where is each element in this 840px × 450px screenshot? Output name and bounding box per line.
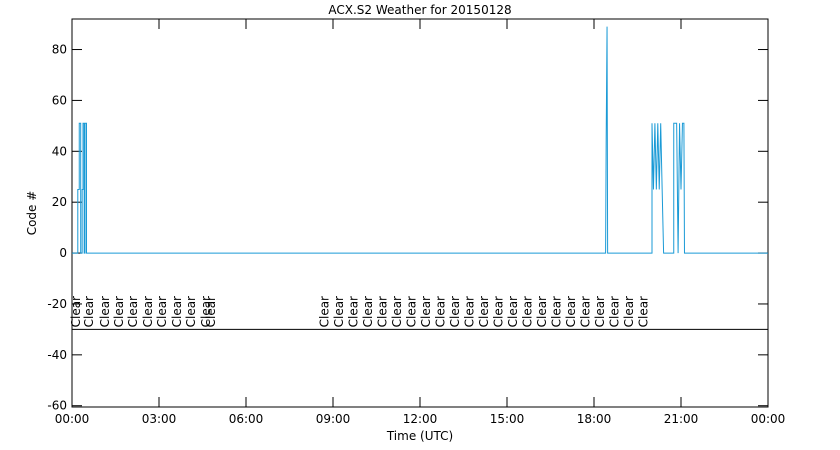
x-tick-label: 06:00 [229, 412, 264, 426]
y-tick-label: -40 [47, 348, 67, 362]
annotation: Clear [170, 296, 184, 327]
y-tick-label: 60 [52, 93, 67, 107]
annotation: Clear [98, 296, 112, 327]
annotation: Clear [636, 296, 650, 327]
annotation: Clear [390, 296, 404, 327]
annotation: Clear [332, 296, 346, 327]
annotation: Clear [112, 296, 126, 327]
annotation: Clear [607, 296, 621, 327]
annotation: Clear [535, 296, 549, 327]
annotation: Clear [317, 296, 331, 327]
y-tick-label: 80 [52, 43, 67, 57]
x-tick-label: 21:00 [664, 412, 699, 426]
y-tick-label: 20 [52, 195, 67, 209]
annotation: Clear [69, 296, 83, 327]
y-tick-label: 0 [59, 246, 67, 260]
annotation: Clear [564, 296, 578, 327]
annotation: Clear [155, 296, 169, 327]
annotation: Clear [578, 296, 592, 327]
annotation: Clear [520, 296, 534, 327]
annotation: Clear [593, 296, 607, 327]
annotation: Clear [404, 296, 418, 327]
annotation: Clear [477, 296, 491, 327]
x-tick-label: 18:00 [577, 412, 612, 426]
annotation: Clear [82, 296, 96, 327]
x-tick-label: 00:00 [55, 412, 90, 426]
annotation: Clear [375, 296, 389, 327]
annotation: Clear [549, 296, 563, 327]
annotation: Clear [204, 296, 218, 327]
y-axis-label: Code # [25, 191, 39, 236]
annotation: Clear [433, 296, 447, 327]
annotation: Clear [491, 296, 505, 327]
annotation: Clear [448, 296, 462, 327]
data-line [72, 26, 768, 254]
x-tick-label: 00:00 [751, 412, 786, 426]
x-axis-label: Time (UTC) [386, 429, 453, 443]
x-tick-label: 03:00 [142, 412, 177, 426]
x-tick-label: 12:00 [403, 412, 438, 426]
annotation: Clear [361, 296, 375, 327]
annotation: Clear [346, 296, 360, 327]
x-tick-label: 09:00 [316, 412, 351, 426]
x-tick-label: 15:00 [490, 412, 525, 426]
y-tick-label: -60 [47, 399, 67, 413]
annotation: Clear [141, 296, 155, 327]
y-tick-label: -20 [47, 297, 67, 311]
annotation: Clear [622, 296, 636, 327]
annotation: Clear [184, 296, 198, 327]
y-tick-label: 40 [52, 144, 67, 158]
annotation: Clear [462, 296, 476, 327]
annotation: Clear [506, 296, 520, 327]
chart-title: ACX.S2 Weather for 20150128 [328, 3, 511, 17]
annotation: Clear [419, 296, 433, 327]
annotation: Clear [199, 296, 213, 327]
annotation: Clear [126, 296, 140, 327]
